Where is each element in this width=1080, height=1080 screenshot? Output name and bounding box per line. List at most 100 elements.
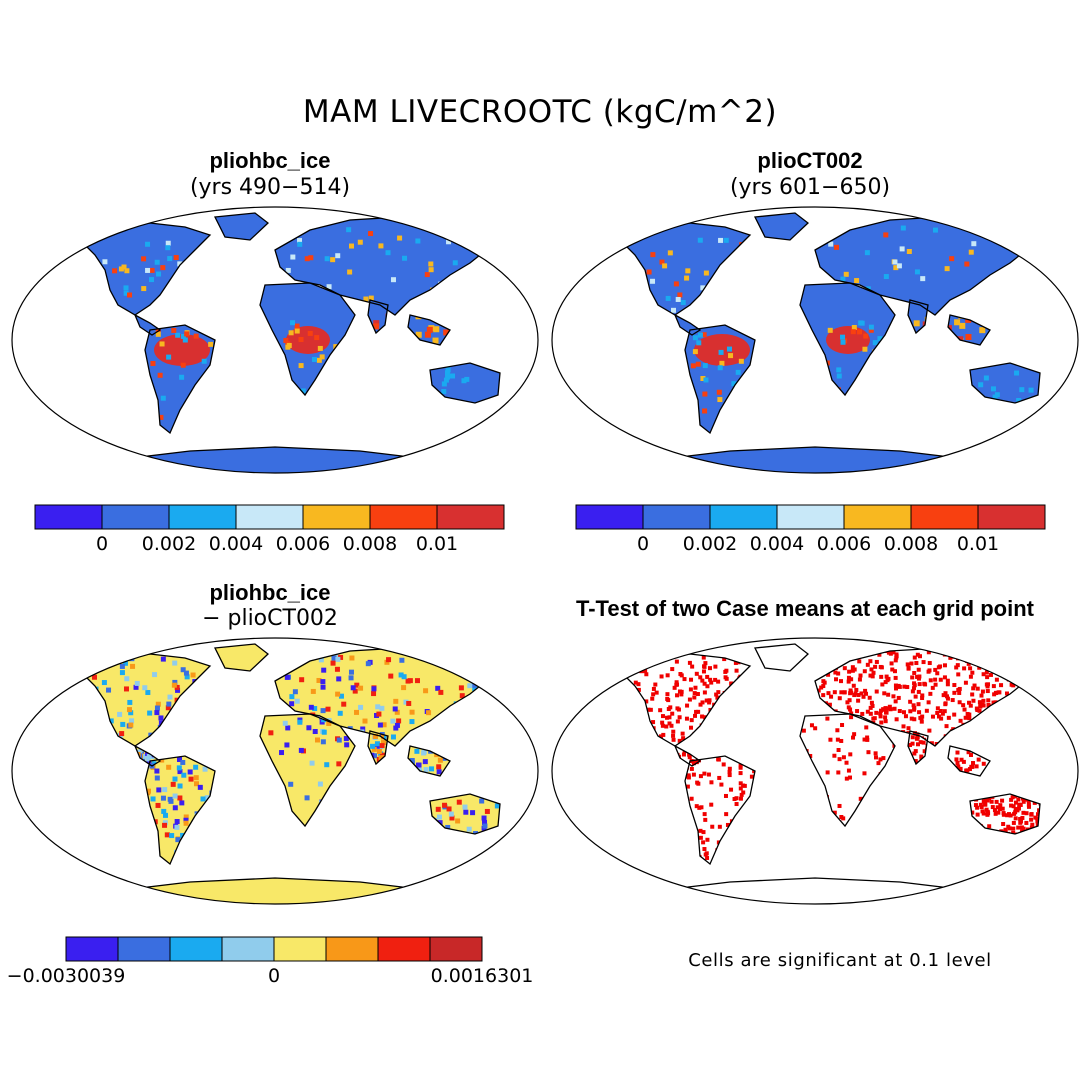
significant-cell	[689, 718, 694, 723]
grid-cell	[119, 670, 125, 676]
grid-cell	[850, 329, 856, 335]
grid-cell	[172, 679, 178, 685]
grid-cell	[294, 328, 300, 334]
significant-cell	[928, 691, 933, 696]
significant-cell	[701, 655, 706, 660]
significant-cell	[1033, 815, 1038, 820]
significant-cell	[879, 674, 884, 679]
grid-cell	[702, 408, 708, 414]
significant-cell	[975, 686, 980, 691]
grid-cell	[473, 831, 479, 834]
significant-cell	[658, 734, 663, 739]
colorbar-tick-label: 0.004	[209, 533, 263, 555]
significant-cell	[959, 652, 964, 657]
grid-cell	[392, 706, 398, 712]
significant-cell	[894, 717, 899, 722]
grid-cell	[152, 672, 158, 678]
significant-cell	[945, 682, 950, 687]
grid-cell	[348, 675, 354, 681]
grid-cell	[444, 370, 450, 376]
grid-cell	[336, 676, 342, 682]
grid-cell	[155, 802, 161, 808]
significant-cell	[964, 768, 969, 773]
significant-cell	[971, 686, 976, 691]
panel-2-subtitle: (yrs 601−650)	[729, 175, 891, 200]
coastline-africa	[259, 713, 356, 828]
significant-cell	[959, 757, 964, 762]
significant-cell	[981, 672, 986, 677]
significant-cell	[651, 692, 656, 697]
significant-cell	[738, 765, 743, 770]
significant-cell	[990, 805, 995, 810]
significant-cell	[884, 710, 889, 715]
grid-cell	[298, 747, 304, 753]
colorbar-box	[642, 504, 711, 530]
colorbar-tick-label: 0	[637, 533, 649, 555]
grid-cell	[160, 656, 166, 662]
grid-cell	[834, 244, 840, 250]
grid-cell	[959, 322, 966, 329]
grid-cell	[311, 356, 317, 362]
significant-cell	[958, 718, 963, 723]
significant-cell	[836, 748, 841, 753]
coastline-samerica	[144, 324, 216, 435]
significant-cell	[1029, 817, 1034, 822]
significant-cell	[966, 750, 971, 755]
significant-cell	[1023, 656, 1028, 661]
significant-cell	[912, 681, 917, 686]
colorbar-tick-label: 0.004	[750, 533, 804, 555]
grid-cell	[172, 805, 178, 811]
significant-cell	[1035, 819, 1040, 824]
significant-cell	[689, 725, 694, 730]
grid-cell	[700, 376, 706, 382]
significant-cell	[864, 725, 869, 730]
significant-cell	[833, 670, 838, 675]
significant-cell	[1029, 812, 1034, 817]
grid-cell	[120, 721, 126, 727]
significant-cell	[715, 695, 720, 700]
significant-cell	[985, 689, 990, 694]
significant-cell	[689, 796, 694, 801]
grid-cell	[128, 710, 134, 716]
significant-cell	[930, 685, 935, 690]
map-boundary	[11, 206, 539, 474]
grid-cell	[378, 755, 384, 761]
map-boundary	[551, 206, 1079, 474]
grid-cell	[450, 373, 456, 379]
grid-cell	[719, 360, 725, 366]
grid-cell	[864, 250, 870, 256]
grid-cell	[324, 256, 330, 262]
significant-cell	[990, 656, 995, 661]
significant-cell	[678, 672, 683, 677]
significant-cell	[915, 735, 920, 740]
significant-cell	[749, 774, 754, 779]
significant-cell	[693, 713, 698, 718]
grid-cell	[183, 670, 189, 676]
significant-cell	[658, 708, 663, 713]
grid-cell	[675, 296, 681, 302]
grid-cell	[414, 678, 420, 684]
grid-cell	[684, 275, 690, 281]
significant-cell	[881, 707, 886, 712]
significant-cell	[1006, 824, 1011, 829]
grid-cell	[197, 784, 203, 790]
grid-cell	[701, 332, 707, 338]
colorbar-tick-label: 0.008	[343, 533, 397, 555]
significant-cell	[665, 673, 670, 678]
significant-cell	[660, 720, 665, 725]
grid-cell	[149, 277, 155, 283]
grid-cell	[437, 757, 443, 763]
grid-cell	[284, 674, 290, 680]
significant-cell	[674, 659, 679, 664]
grid-cell	[383, 735, 388, 741]
significant-cell	[855, 709, 860, 714]
significant-cell	[826, 691, 831, 696]
significant-cell	[967, 716, 972, 721]
significant-cell	[675, 719, 680, 724]
significant-cell	[697, 805, 702, 810]
significant-cell	[707, 666, 712, 671]
significant-cell	[968, 666, 973, 671]
significant-cell	[1018, 657, 1023, 662]
grid-cell	[165, 240, 171, 246]
grid-cell	[376, 749, 382, 755]
